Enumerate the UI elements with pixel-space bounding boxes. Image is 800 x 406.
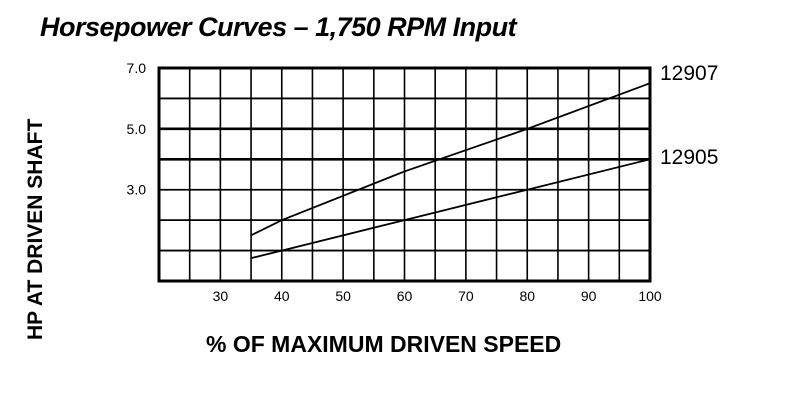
x-tick-label: 100 — [638, 288, 662, 304]
x-tick-label: 50 — [335, 288, 351, 304]
series-label-12907: 12907 — [660, 62, 718, 85]
chart-title: Horsepower Curves – 1,750 RPM Input — [40, 12, 517, 42]
x-axis-label: % OF MAXIMUM DRIVEN SPEED — [206, 331, 562, 357]
series-lines: 12907 12905 — [250, 62, 718, 260]
x-tick-label: 30 — [213, 288, 229, 304]
grid — [157, 66, 652, 283]
series-line-12907 — [250, 82, 651, 237]
y-tick-label: 5.0 — [127, 121, 147, 137]
axis-ticks: 30 40 50 60 70 80 90 100 7.0 5.0 3.0 — [127, 60, 662, 304]
plot-border — [157, 66, 652, 283]
y-tick-label: 3.0 — [127, 182, 147, 198]
series-line-12905 — [250, 158, 651, 260]
series-label-12905: 12905 — [660, 146, 718, 169]
x-tick-label: 60 — [397, 288, 413, 304]
x-tick-label: 40 — [274, 288, 290, 304]
y-tick-label: 7.0 — [127, 60, 147, 76]
x-tick-label: 90 — [581, 288, 597, 304]
x-tick-label: 80 — [519, 288, 535, 304]
x-tick-label: 70 — [458, 288, 474, 304]
